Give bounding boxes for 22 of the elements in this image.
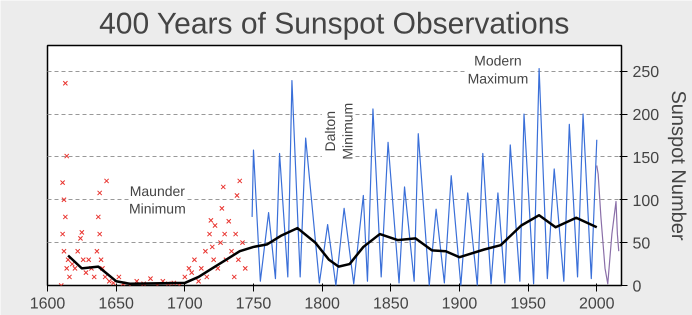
y-tick-label: 200 (632, 107, 660, 124)
x-tick-label: 1900 (442, 296, 478, 312)
y-tick-label: 0 (632, 278, 642, 296)
x-tick-label: 1850 (373, 296, 409, 312)
annotation: Maunder Minimum (128, 182, 186, 217)
x-tick-label: 1750 (236, 296, 272, 312)
y-tick-label: 250 (632, 64, 660, 82)
x-tick-label: 1700 (167, 296, 203, 312)
x-tick-label: 1950 (510, 296, 546, 312)
x-tick-label: 1600 (30, 296, 66, 312)
annotation: Dalton Minimum (322, 102, 356, 160)
x-tick-label: 2000 (578, 296, 615, 312)
annotation: Modern Maximum (468, 52, 528, 86)
chart-title: 400 Years of Sunspot Observations (99, 8, 570, 40)
y-tick-label: 50 (632, 236, 650, 253)
y-tick-label: 150 (632, 150, 660, 167)
y-axis-title: Sunspot Number (667, 90, 690, 241)
x-tick-label: 1800 (304, 296, 340, 312)
x-tick-label: 1650 (98, 296, 134, 312)
line-series (596, 164, 620, 284)
line-series (252, 68, 598, 286)
y-tick-label: 100 (632, 192, 660, 210)
